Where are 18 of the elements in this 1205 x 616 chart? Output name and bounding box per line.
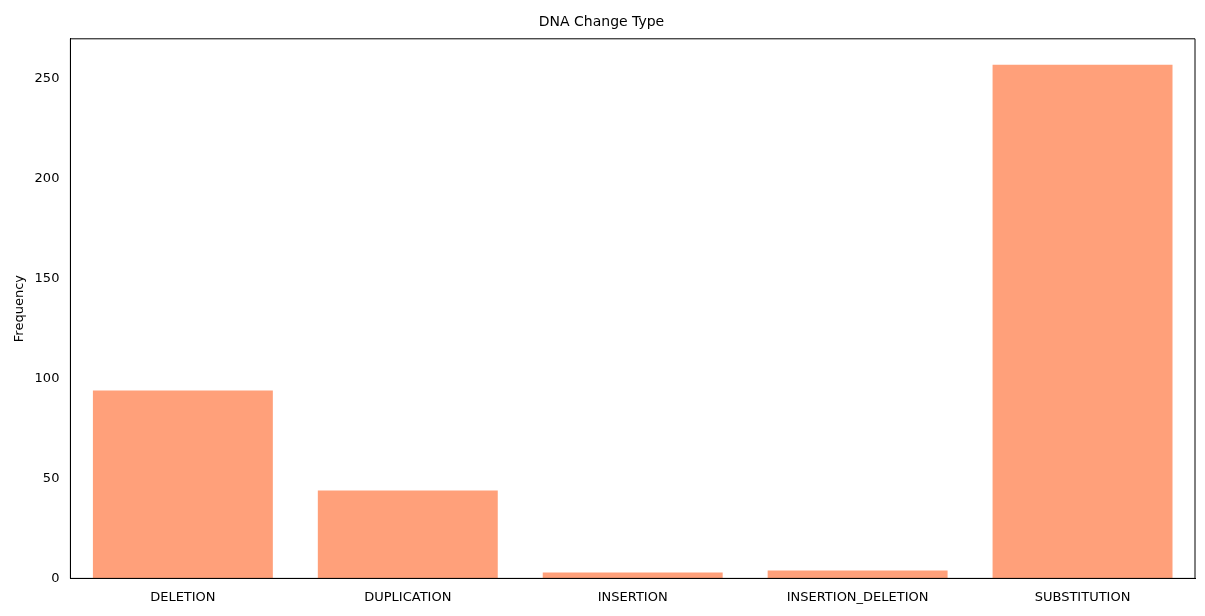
x-tick-label: INSERTION_DELETION — [786, 588, 929, 604]
y-axis-title: Frequency — [11, 274, 27, 343]
y-tick-label: 100 — [34, 369, 60, 385]
bar — [317, 490, 498, 579]
y-tick-label: 50 — [42, 469, 60, 485]
y-tick-label: 250 — [34, 70, 60, 86]
bar — [542, 572, 723, 579]
x-tick-label: INSERTION — [597, 588, 668, 604]
bar — [992, 64, 1173, 579]
bar — [92, 390, 273, 579]
chart-title: DNA Change Type — [538, 13, 665, 30]
x-tick-label: DUPLICATION — [364, 588, 452, 604]
y-tick-label: 200 — [34, 170, 60, 186]
x-tick-label: DELETION — [150, 588, 216, 604]
y-tick-label: 0 — [51, 569, 60, 585]
y-tick-label: 150 — [34, 270, 60, 285]
x-tick-label: SUBSTITUTION — [1034, 588, 1131, 604]
bar — [767, 570, 948, 579]
